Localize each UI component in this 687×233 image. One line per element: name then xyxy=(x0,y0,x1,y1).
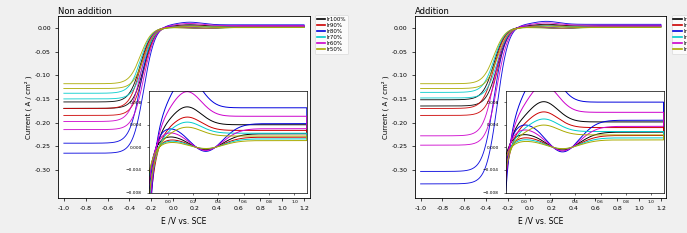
Legend: Ir100%, Ir90%, Ir80%, Ir70%, Ir60%, Ir50%: Ir100%, Ir90%, Ir80%, Ir70%, Ir60%, Ir50… xyxy=(315,15,348,54)
Y-axis label: Current ( A / cm² ): Current ( A / cm² ) xyxy=(25,75,32,139)
Y-axis label: Current ( A / cm² ): Current ( A / cm² ) xyxy=(381,75,389,139)
Text: Addition: Addition xyxy=(415,7,450,16)
Text: Non addition: Non addition xyxy=(58,7,112,16)
Legend: Ir100%, Ir90%, Ir80%, Ir70%, Ir60%, Ir50%: Ir100%, Ir90%, Ir80%, Ir70%, Ir60%, Ir50… xyxy=(672,15,687,54)
X-axis label: E /V vs. SCE: E /V vs. SCE xyxy=(518,216,563,225)
X-axis label: E /V vs. SCE: E /V vs. SCE xyxy=(161,216,207,225)
